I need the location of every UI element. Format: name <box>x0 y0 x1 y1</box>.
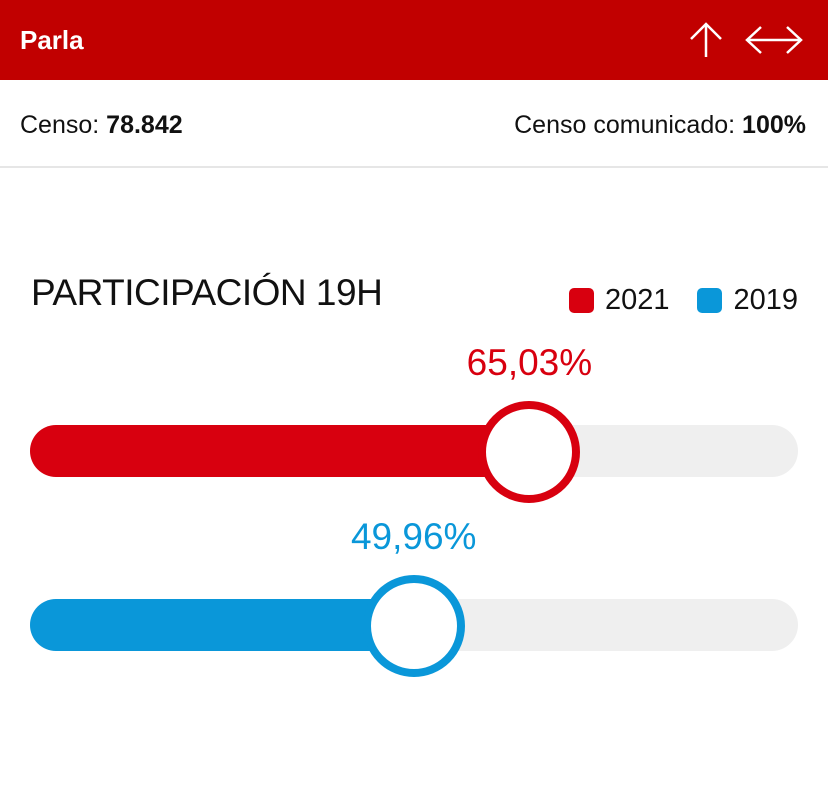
municipality-title: Parla <box>20 25 84 55</box>
census-reported: Censo comunicado: 100% <box>514 80 806 170</box>
census-reported-value: 100% <box>742 111 806 139</box>
participation-value-2021: 65,03% <box>466 342 593 383</box>
census-value: 78.842 <box>106 111 183 139</box>
census-reported-label: Censo comunicado: <box>514 111 736 139</box>
participation-knob-2019 <box>362 575 465 677</box>
census-row: Censo: 78.842 Censo comunicado: 100% <box>0 80 828 168</box>
expand-horizontal-icon[interactable] <box>744 20 804 60</box>
legend-item-2019: 2019 <box>697 284 798 317</box>
legend-item-2021: 2021 <box>568 284 670 317</box>
participation-fill-2019 <box>30 599 414 651</box>
legend: 2021 2019 <box>541 284 798 317</box>
legend-label-2021: 2021 <box>604 284 670 316</box>
participation-fill-2021 <box>30 425 530 477</box>
census-label: Censo: <box>20 111 100 139</box>
top-bar: Parla <box>0 0 828 80</box>
legend-swatch-2021 <box>568 288 594 313</box>
census: Censo: 78.842 <box>20 80 183 170</box>
participation-bar-2019: 49,96% <box>30 516 798 677</box>
participation-knob-2021 <box>478 401 581 503</box>
legend-label-2019: 2019 <box>733 284 798 316</box>
arrow-up-icon[interactable] <box>686 20 726 60</box>
participation-value-2019: 49,96% <box>350 516 477 557</box>
participation-bar-2021: 65,03% <box>30 342 798 503</box>
participation-title: PARTICIPACIÓN 19H <box>31 272 383 313</box>
legend-swatch-2019 <box>697 288 723 313</box>
